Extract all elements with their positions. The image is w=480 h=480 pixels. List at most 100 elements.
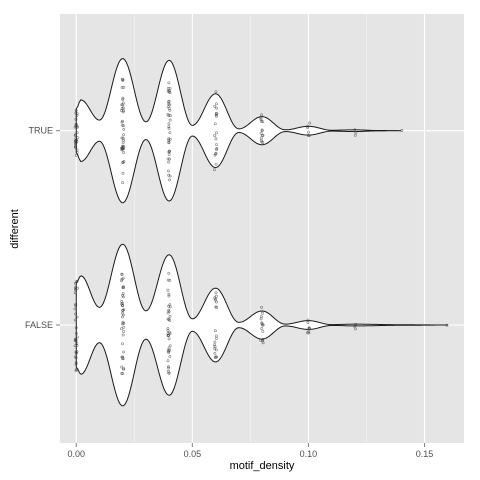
data-point bbox=[120, 279, 124, 283]
data-point bbox=[121, 147, 125, 151]
data-point bbox=[74, 287, 78, 291]
data-point bbox=[122, 286, 125, 290]
data-point bbox=[167, 271, 171, 275]
data-point bbox=[167, 125, 171, 129]
data-point bbox=[215, 143, 218, 146]
data-point bbox=[354, 322, 358, 326]
data-point bbox=[75, 315, 79, 319]
data-point bbox=[121, 97, 125, 101]
data-point bbox=[166, 329, 170, 333]
data-point bbox=[168, 344, 172, 348]
data-point bbox=[259, 338, 263, 342]
data-point bbox=[74, 117, 78, 121]
data-point bbox=[122, 133, 125, 137]
y-tick-label: TRUE bbox=[29, 126, 54, 136]
data-point bbox=[122, 145, 126, 149]
data-point bbox=[259, 317, 263, 321]
data-point bbox=[167, 138, 171, 142]
data-point bbox=[167, 337, 171, 341]
data-point bbox=[121, 106, 125, 110]
data-point bbox=[120, 327, 124, 331]
data-point bbox=[74, 142, 78, 146]
data-point bbox=[166, 105, 170, 109]
data-point bbox=[261, 341, 265, 345]
data-point bbox=[121, 322, 125, 326]
data-point bbox=[306, 318, 310, 322]
data-point bbox=[167, 318, 171, 321]
data-point bbox=[214, 305, 218, 309]
data-point bbox=[261, 329, 265, 333]
data-point bbox=[120, 300, 124, 303]
data-point bbox=[121, 110, 125, 114]
data-points bbox=[73, 77, 449, 375]
data-point bbox=[260, 322, 264, 326]
data-point bbox=[260, 327, 264, 330]
data-point bbox=[74, 326, 78, 330]
data-point bbox=[74, 369, 78, 373]
data-point bbox=[167, 308, 171, 312]
data-point bbox=[120, 86, 124, 89]
data-point bbox=[122, 330, 126, 334]
data-point bbox=[214, 291, 218, 295]
data-point bbox=[214, 162, 218, 166]
data-point bbox=[121, 171, 125, 175]
data-point bbox=[166, 157, 170, 161]
data-point bbox=[168, 278, 172, 282]
data-point bbox=[122, 160, 126, 163]
data-point bbox=[166, 112, 170, 116]
data-point bbox=[167, 141, 171, 145]
x-tick-label: 0.15 bbox=[416, 449, 434, 459]
data-point bbox=[214, 337, 218, 340]
x-axis-ticks: 0.00 0.05 0.10 0.15 bbox=[67, 443, 433, 459]
data-point bbox=[353, 128, 357, 132]
data-point bbox=[168, 332, 172, 336]
data-point bbox=[214, 113, 218, 117]
data-point bbox=[74, 145, 78, 149]
data-point bbox=[214, 294, 218, 298]
data-point bbox=[261, 120, 265, 124]
data-point bbox=[353, 327, 357, 331]
data-point bbox=[120, 371, 124, 375]
data-point bbox=[74, 153, 78, 157]
y-axis-ticks: TRUE FALSE bbox=[25, 126, 60, 330]
data-point bbox=[215, 102, 218, 106]
data-point bbox=[213, 356, 217, 359]
data-point bbox=[213, 134, 217, 138]
data-point bbox=[307, 134, 311, 138]
data-point bbox=[167, 292, 171, 296]
x-tick-label: 0.05 bbox=[184, 449, 202, 459]
data-point bbox=[121, 103, 125, 107]
data-point bbox=[214, 114, 218, 118]
x-axis-title: motif_density bbox=[230, 460, 295, 472]
data-point bbox=[168, 103, 172, 107]
data-point bbox=[259, 116, 263, 120]
data-point bbox=[306, 124, 310, 128]
data-point bbox=[121, 124, 125, 128]
data-point bbox=[215, 148, 219, 151]
data-point bbox=[121, 96, 125, 100]
data-point bbox=[73, 288, 77, 292]
data-point bbox=[260, 311, 264, 315]
data-point bbox=[120, 77, 124, 81]
data-point bbox=[74, 362, 78, 366]
data-point bbox=[400, 129, 404, 132]
data-point bbox=[121, 119, 124, 123]
data-point bbox=[214, 90, 218, 94]
data-point bbox=[215, 106, 218, 110]
data-point bbox=[214, 111, 218, 115]
data-point bbox=[167, 366, 171, 370]
data-point bbox=[166, 288, 170, 292]
data-point bbox=[75, 131, 79, 134]
data-point bbox=[260, 113, 264, 117]
data-point bbox=[120, 277, 124, 281]
data-point bbox=[166, 348, 170, 352]
data-point bbox=[74, 302, 78, 306]
data-point bbox=[73, 344, 77, 348]
data-point bbox=[167, 81, 171, 85]
data-point bbox=[121, 309, 125, 313]
data-point bbox=[75, 350, 79, 354]
data-point bbox=[168, 118, 172, 122]
data-point bbox=[73, 355, 77, 359]
y-axis-title: different bbox=[9, 209, 21, 249]
data-point bbox=[166, 87, 170, 90]
